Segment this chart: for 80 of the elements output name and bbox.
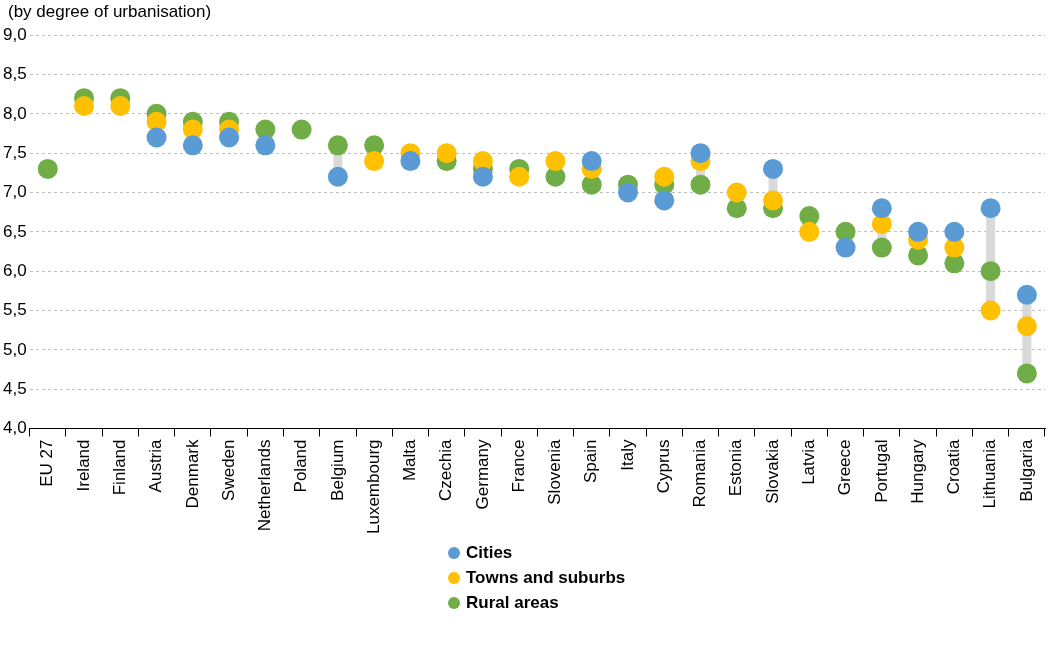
- point: [110, 95, 131, 116]
- chart-title: (by degree of urbanisation): [8, 2, 212, 22]
- point: [581, 151, 602, 172]
- y-tick-label: 6,5: [2, 221, 27, 241]
- point: [617, 182, 638, 203]
- point: [146, 127, 167, 148]
- x-tick-label: Croatia: [944, 438, 964, 495]
- point: [835, 237, 856, 258]
- y-tick-label: 5,0: [2, 339, 27, 359]
- x-tick-label: Italy: [617, 439, 637, 471]
- point: [980, 198, 1001, 219]
- x-tick-label: Hungary: [907, 439, 927, 504]
- x-tick-label: Belgium: [327, 439, 347, 501]
- point: [219, 127, 240, 148]
- point: [436, 143, 457, 164]
- point: [763, 190, 784, 211]
- legend-label: Rural areas: [466, 592, 559, 613]
- point: [799, 221, 820, 242]
- x-tick-label: Poland: [291, 439, 311, 493]
- point: [509, 166, 530, 187]
- legend-label: Cities: [466, 542, 513, 563]
- y-tick-label: 4,0: [2, 418, 27, 438]
- point: [654, 190, 675, 211]
- point: [871, 198, 892, 219]
- x-tick-label: Austria: [146, 438, 166, 493]
- point: [545, 151, 566, 172]
- point: [980, 300, 1001, 321]
- point: [255, 135, 276, 156]
- y-tick-label: 7,0: [2, 182, 27, 202]
- point: [291, 119, 312, 140]
- x-tick-label: Denmark: [182, 439, 202, 509]
- point: [654, 166, 675, 187]
- x-tick-label: Ireland: [73, 439, 93, 492]
- point: [472, 166, 493, 187]
- point: [1016, 363, 1037, 384]
- point: [1016, 284, 1037, 305]
- x-tick-label: Slovenia: [545, 438, 565, 505]
- point: [763, 158, 784, 179]
- y-tick-label: 4,5: [2, 378, 27, 398]
- point: [400, 151, 421, 172]
- legend-label: Towns and suburbs: [466, 567, 626, 588]
- x-tick-label: Lithuania: [980, 438, 1000, 509]
- x-tick-label: Estonia: [726, 438, 746, 497]
- y-tick-label: 9,0: [2, 24, 27, 44]
- y-tick-label: 7,5: [2, 142, 27, 162]
- point: [327, 135, 348, 156]
- x-tick-label: Bulgaria: [1016, 438, 1036, 502]
- x-tick-label: Czechia: [436, 438, 456, 501]
- x-tick-label: EU 27: [37, 439, 57, 487]
- point: [1016, 316, 1037, 337]
- x-tick-label: Malta: [400, 438, 420, 482]
- point: [364, 151, 385, 172]
- point: [182, 135, 203, 156]
- x-tick-label: Cyprus: [653, 439, 673, 494]
- y-tick-label: 8,0: [2, 103, 27, 123]
- point: [871, 237, 892, 258]
- x-tick-label: France: [508, 439, 528, 493]
- x-tick-label: Germany: [472, 439, 492, 510]
- x-tick-label: Spain: [581, 439, 601, 483]
- x-tick-label: Finland: [109, 439, 129, 496]
- x-tick-label: Latvia: [798, 438, 818, 485]
- point: [908, 221, 929, 242]
- x-tick-label: Slovakia: [762, 438, 782, 504]
- point: [944, 221, 965, 242]
- point: [37, 158, 58, 179]
- point: [980, 261, 1001, 282]
- y-tick-label: 8,5: [2, 64, 27, 84]
- point: [690, 174, 711, 195]
- x-tick-label: Sweden: [218, 439, 238, 501]
- x-tick-label: Romania: [690, 438, 710, 508]
- point: [690, 143, 711, 164]
- point: [327, 166, 348, 187]
- x-tick-label: Portugal: [871, 439, 891, 503]
- point: [74, 95, 95, 116]
- y-tick-label: 5,5: [2, 300, 27, 320]
- y-tick-label: 6,0: [2, 260, 27, 280]
- x-tick-label: Luxembourg: [363, 439, 383, 535]
- x-tick-label: Netherlands: [255, 439, 275, 532]
- point: [726, 182, 747, 203]
- x-tick-label: Greece: [835, 439, 855, 496]
